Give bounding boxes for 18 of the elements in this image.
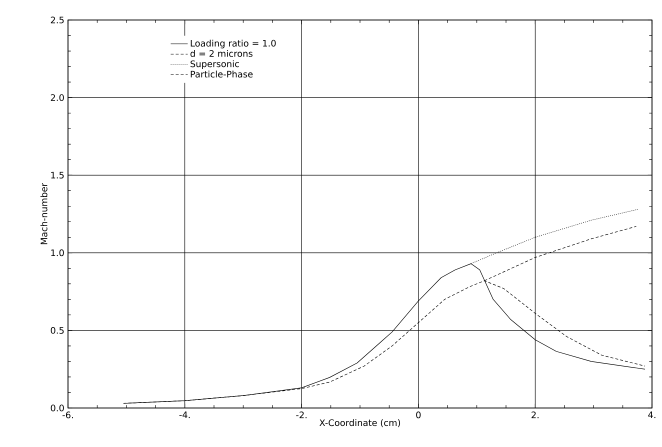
legend-label: Loading ratio = 1.0 <box>190 40 276 48</box>
legend-label: Particle-Phase <box>190 70 253 78</box>
x-tick-label: 0 <box>416 412 421 418</box>
y-tick-label: 0.0 <box>50 404 64 412</box>
y-tick-label: 2.5 <box>50 16 64 24</box>
x-tick-label: -4. <box>179 412 190 418</box>
x-axis-title: X-Coordinate (cm) <box>319 419 400 428</box>
legend-label: Supersonic <box>190 60 239 69</box>
x-tick-label: 4. <box>648 412 656 418</box>
x-tick-label: -6. <box>62 412 73 418</box>
y-tick-label: 0.5 <box>50 327 64 334</box>
legend-label: d = 2 microns <box>190 50 252 57</box>
y-tick-label: 2.0 <box>50 94 64 101</box>
x-tick-label: 2. <box>532 412 539 418</box>
y-tick-label: 1.5 <box>51 172 64 179</box>
y-tick-label: 1.0 <box>51 249 64 256</box>
x-tick-label: -2. <box>296 412 307 418</box>
y-axis-title: Mach-number <box>40 182 48 244</box>
